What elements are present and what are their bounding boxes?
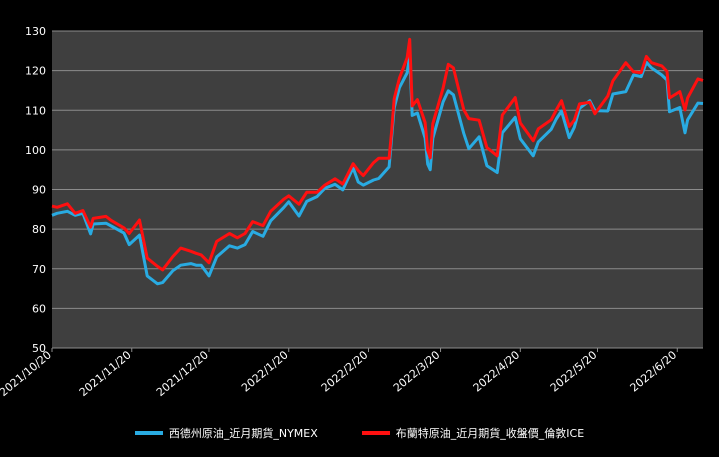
x-tick-label: 2021/11/20 [77,348,134,399]
y-tick-label: 120 [25,65,46,78]
series-line-brent [51,37,704,272]
y-tick-label: 130 [25,25,46,38]
x-tick-label: 2022/3/20 [391,348,443,394]
x-tick-label: 2022/4/20 [471,348,523,394]
x-tick-label: 2022/2/20 [319,348,371,394]
y-tick-label: 110 [25,104,46,117]
x-tick-label: 2021/12/20 [154,348,211,399]
legend-label-wti: 西德州原油_近月期貨_NYMEX [168,427,318,440]
legend: 西德州原油_近月期貨_NYMEX 布蘭特原油_近月期貨_收盤價_倫敦ICE [0,424,719,442]
y-tick-label: 100 [25,144,46,157]
y-axis-tick-labels: 50 60 70 80 90 100 110 120 130 [25,25,46,355]
y-tick-label: 70 [32,263,46,276]
y-tick-label: 90 [32,184,46,197]
x-axis-tick-labels: 2021/10/20 2021/11/20 2021/12/20 2022/1/20 2… [0,348,679,399]
y-tick-label: 60 [32,302,46,315]
x-tick-label: 2022/1/20 [239,348,291,394]
legend-item-wti: 西德州原油_近月期貨_NYMEX [134,425,318,441]
x-tick-label: 2022/5/20 [548,348,600,394]
x-tick-label: 2021/10/20 [0,348,54,399]
y-tick-label: 50 [32,342,46,355]
series-line-wti [51,54,704,286]
legend-swatch-wti [134,431,163,435]
legend-label-brent: 布蘭特原油_近月期貨_收盤價_倫敦ICE [395,427,585,440]
legend-swatch-brent [361,431,390,435]
y-tick-label: 80 [32,223,46,236]
x-tick-label: 2022/6/20 [628,348,680,394]
series-lines [51,37,704,286]
legend-item-brent: 布蘭特原油_近月期貨_收盤價_倫敦ICE [361,425,585,441]
